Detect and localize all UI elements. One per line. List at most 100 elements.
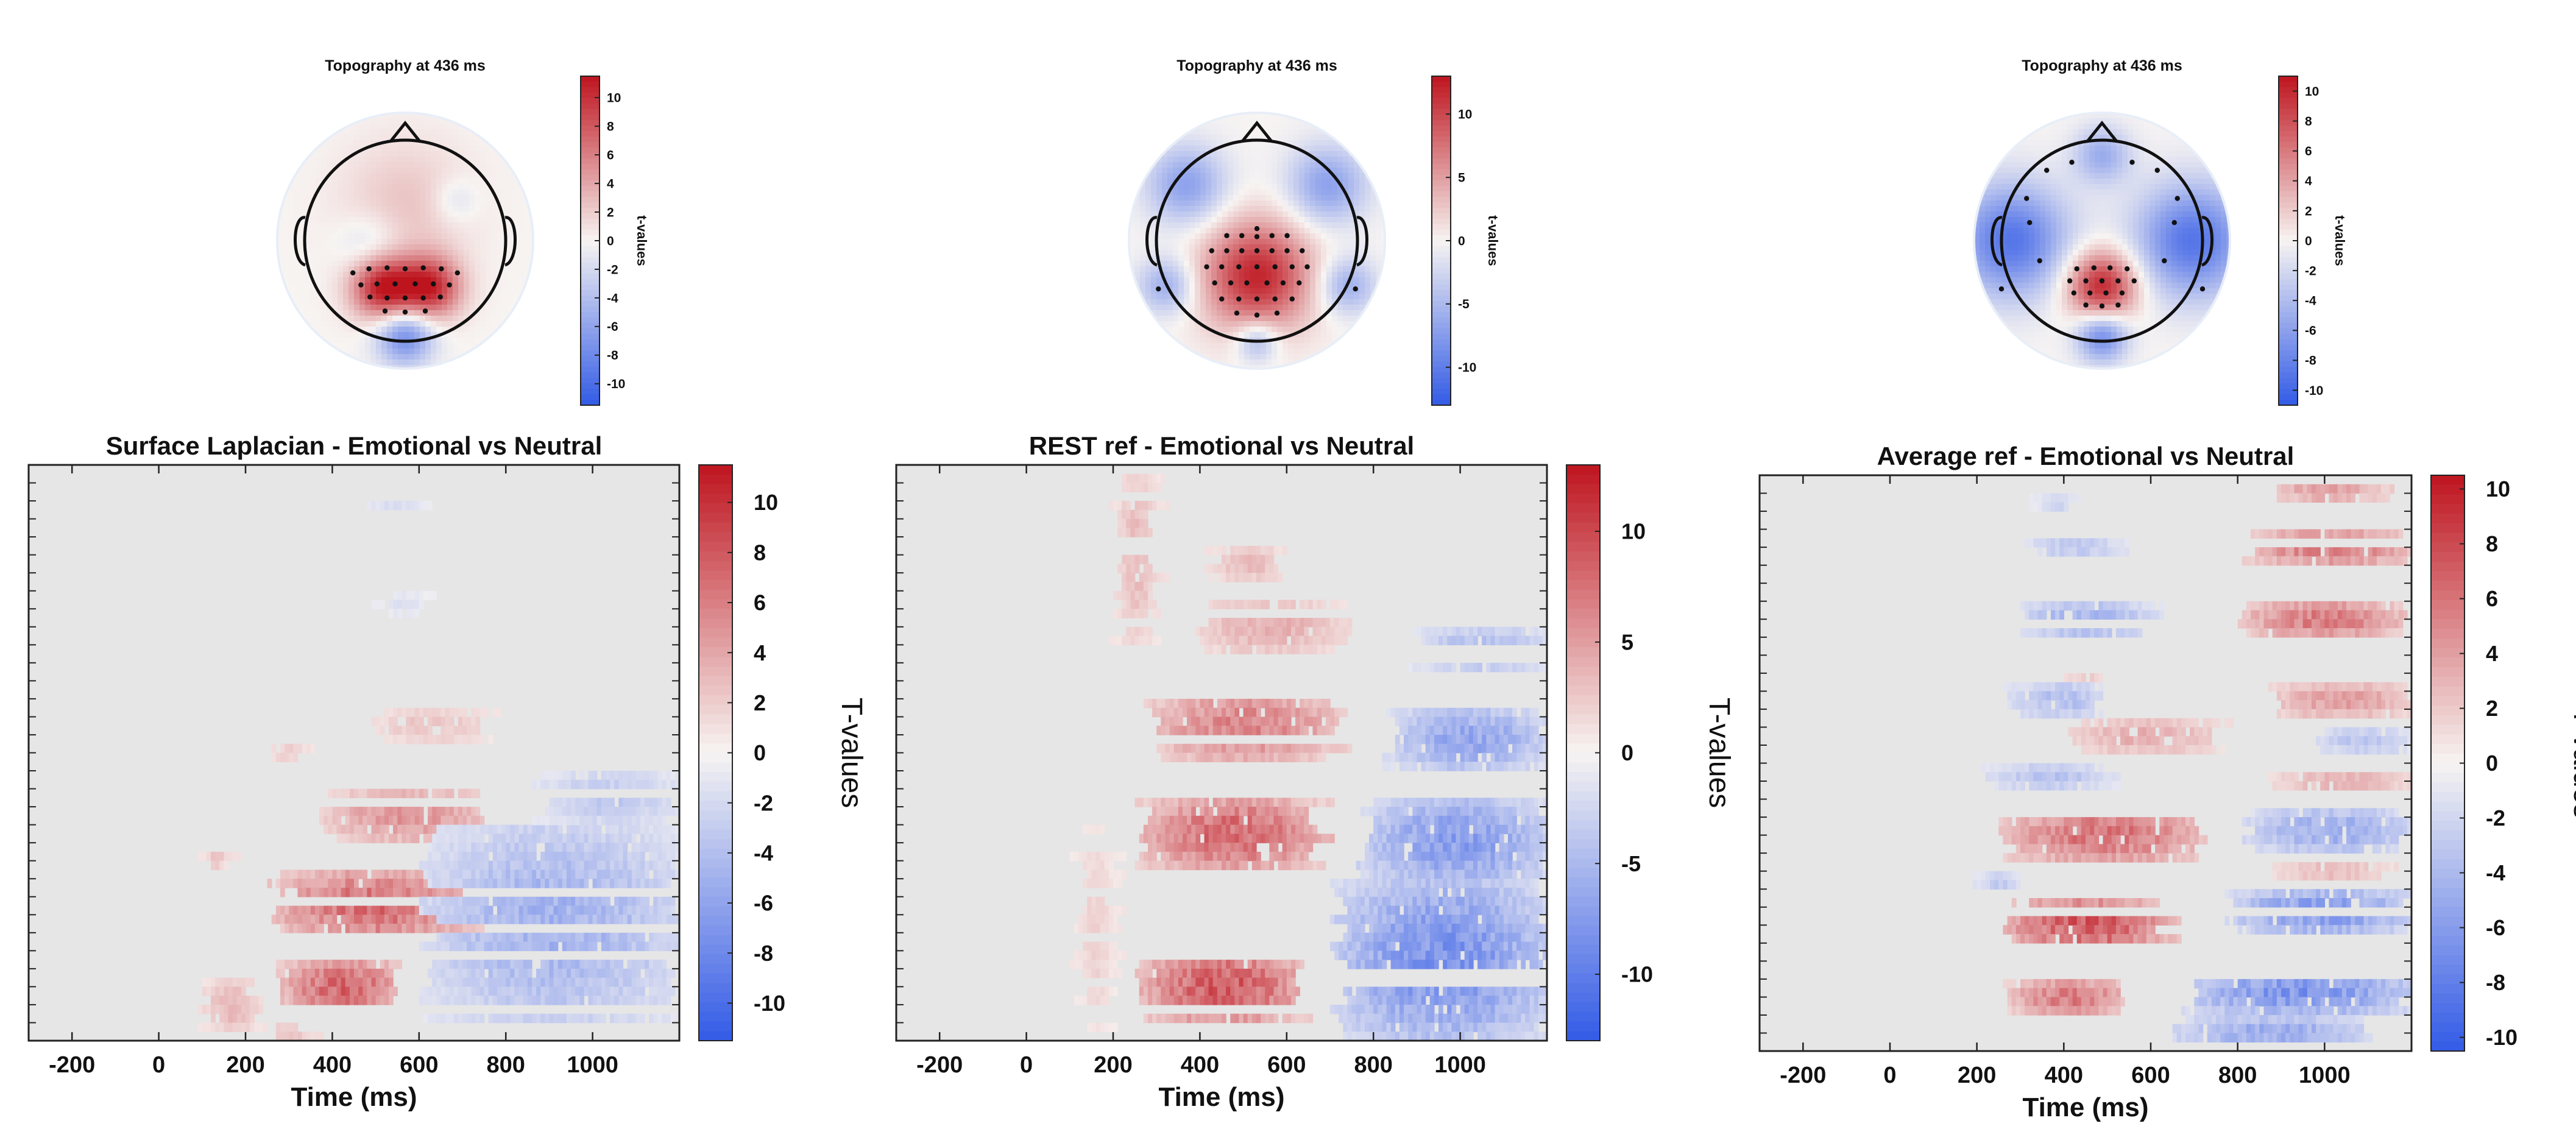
- topo-cell: [1261, 211, 1267, 218]
- topo-cell: [1321, 283, 1327, 289]
- topo-cell: [518, 327, 525, 333]
- topo-cell: [1189, 261, 1195, 267]
- topo-cell: [502, 349, 508, 355]
- topo-cell: [359, 305, 366, 311]
- topo-cell: [1315, 250, 1322, 256]
- topo-cell: [414, 349, 420, 355]
- topo-cell: [370, 179, 377, 185]
- topo-cell: [414, 124, 420, 130]
- topo-cell: [403, 195, 409, 201]
- topo-cell: [1266, 217, 1272, 223]
- topo-cell: [1233, 200, 1239, 207]
- topo-cell: [1337, 114, 1343, 119]
- topo-cell: [1343, 135, 1349, 141]
- topo-cell: [1315, 239, 1322, 245]
- topo-cell: [1272, 272, 1278, 278]
- topo-cell: [1217, 250, 1223, 256]
- topo-cell: [392, 294, 398, 300]
- topo-cell: [1283, 266, 1289, 272]
- topo-cell: [316, 222, 322, 228]
- topo-cell: [1299, 184, 1305, 190]
- topo-cell: [1233, 294, 1239, 300]
- topo-cell: [420, 277, 426, 283]
- colorbar-segment: [1432, 153, 1451, 159]
- topo-cell: [305, 310, 311, 316]
- colorbar-segment: [1432, 394, 1451, 400]
- topo-cell: [1145, 277, 1152, 283]
- topo-cell: [1173, 266, 1179, 272]
- topo-cell: [1293, 261, 1300, 267]
- topo-cell: [524, 168, 530, 174]
- topo-cell: [458, 272, 464, 278]
- topo-cell: [1250, 327, 1256, 333]
- topo-cell: [1304, 200, 1311, 207]
- topo-cell: [1255, 327, 1261, 333]
- topo-cell: [1288, 354, 1294, 360]
- topo-cell: [299, 250, 305, 256]
- topo-cell: [480, 283, 486, 289]
- topo-cell: [1990, 146, 1997, 152]
- topo-cell: [1310, 189, 1316, 196]
- topo-cell: [491, 305, 497, 311]
- topo-cell: [458, 244, 464, 250]
- topo-cell: [464, 168, 470, 174]
- topo-cell: [1184, 272, 1190, 278]
- topo-cell: [398, 157, 404, 163]
- topo-cell: [1990, 255, 1997, 261]
- topo-cell: [425, 305, 431, 311]
- topo-cell: [491, 211, 497, 218]
- topo-cell: [508, 140, 514, 146]
- topo-cell: [1261, 332, 1267, 338]
- topo-cell: [491, 239, 497, 245]
- topo-cell: [1354, 179, 1360, 185]
- topo-cell: [425, 359, 431, 366]
- topo-cell: [1343, 173, 1349, 179]
- topo-cell: [381, 228, 387, 234]
- topo-cell: [431, 327, 437, 333]
- topo-cell: [327, 211, 333, 218]
- topo-cell: [1975, 244, 1980, 250]
- topo-cell: [480, 162, 486, 168]
- topo-cell: [332, 195, 338, 201]
- topo-cell: [1151, 118, 1157, 124]
- topo-cell: [327, 338, 333, 344]
- topo-cell: [1239, 283, 1245, 289]
- topo-cell: [321, 173, 327, 179]
- topo-cell: [398, 261, 404, 267]
- topo-cell: [403, 222, 409, 228]
- topo-cell: [453, 354, 459, 360]
- colorbar-tick-label: 0: [607, 234, 614, 248]
- topo-cell: [1343, 310, 1349, 316]
- topo-cell: [1288, 146, 1294, 152]
- topo-cell: [1228, 244, 1234, 250]
- topo-cell: [1239, 200, 1245, 207]
- topo-cell: [1189, 184, 1195, 190]
- topo-cell: [1326, 184, 1332, 190]
- topo-cell: [1315, 151, 1322, 157]
- topo-cell: [1348, 354, 1354, 360]
- topo-cell: [1381, 140, 1384, 146]
- topo-cell: [1359, 195, 1365, 201]
- topo-cell: [1255, 151, 1261, 157]
- topo-cell: [1211, 228, 1217, 234]
- topo-cell: [343, 266, 349, 272]
- topo-cell: [475, 327, 481, 333]
- topo-cell: [1980, 250, 1986, 256]
- topo-cell: [1343, 200, 1349, 207]
- topo-cell: [1151, 129, 1157, 135]
- topo-cell: [453, 349, 459, 355]
- topo-cell: [1354, 206, 1360, 212]
- topo-cell: [1244, 118, 1250, 124]
- topo-cell: [1184, 124, 1190, 130]
- topo-cell: [491, 217, 497, 223]
- topo-cell: [299, 244, 305, 250]
- colorbar-segment: [581, 191, 600, 197]
- topo-cell: [381, 114, 387, 119]
- topo-cell: [2001, 338, 2008, 344]
- topo-cell: [1140, 261, 1146, 267]
- topo-cell: [414, 343, 420, 349]
- topo-cell: [1189, 321, 1195, 327]
- topo-cell: [1980, 114, 1986, 119]
- topo-cell: [1250, 217, 1256, 223]
- topo-cell: [1293, 244, 1300, 250]
